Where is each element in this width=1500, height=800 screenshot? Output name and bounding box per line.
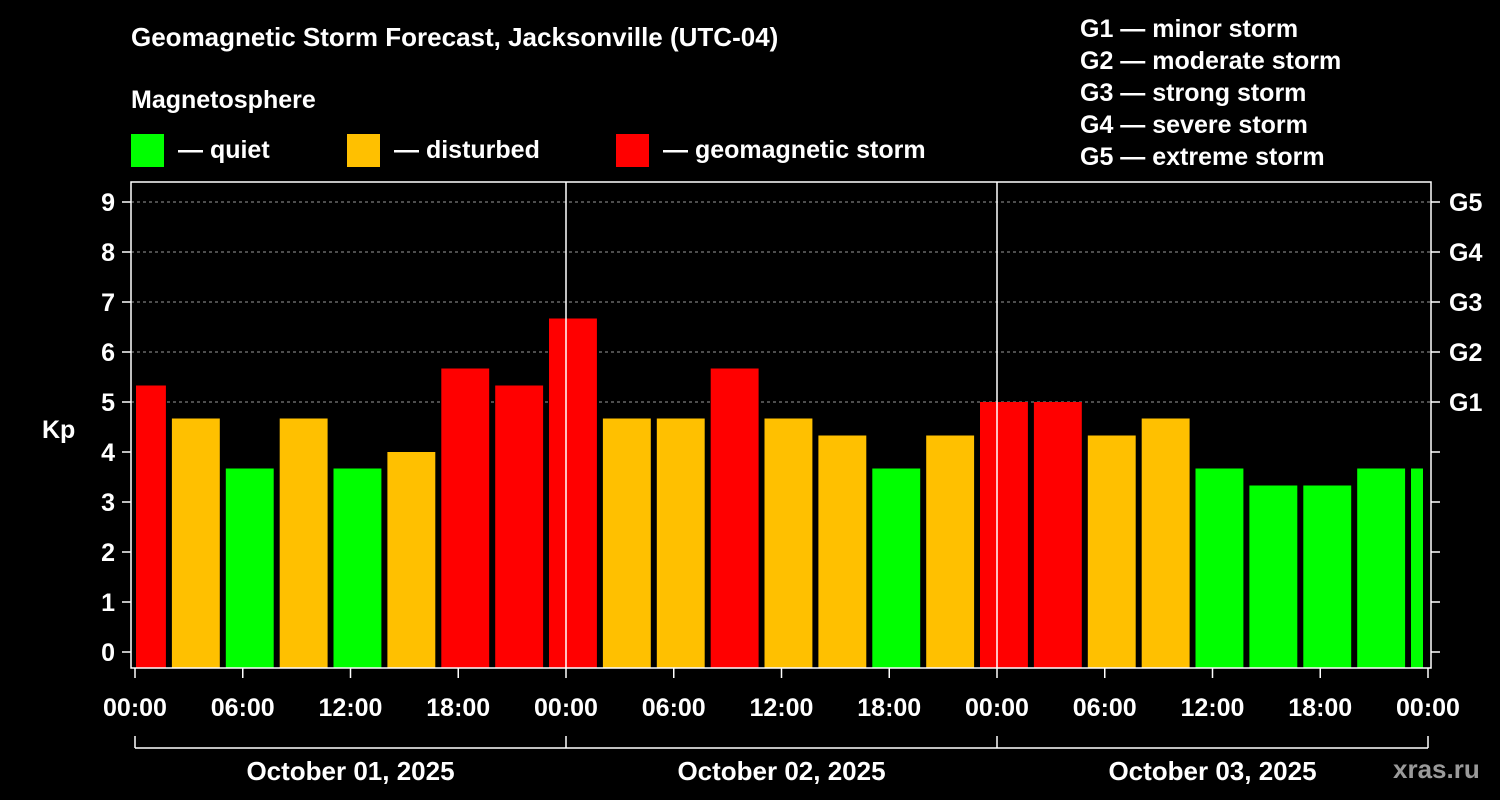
g-label-g1: G1 (1449, 389, 1482, 417)
kp-bar-9 (602, 418, 651, 668)
x-tick-label-3: 18:00 (426, 694, 490, 722)
quiet-swatch (131, 133, 164, 167)
x-tick-label-8: 00:00 (965, 694, 1029, 722)
x-tick-label-2: 12:00 (319, 694, 383, 722)
legend-quiet: — quiet (131, 133, 270, 167)
kp-bar-3 (279, 418, 328, 668)
x-tick-label-5: 06:00 (642, 694, 706, 722)
x-tick-label-1: 06:00 (211, 694, 275, 722)
legend-disturbed: — disturbed (347, 133, 540, 167)
g-label-g5: G5 (1449, 189, 1482, 217)
x-tick-label-9: 06:00 (1073, 694, 1137, 722)
x-tick-label-6: 12:00 (750, 694, 814, 722)
kp-bar-22 (1303, 485, 1352, 668)
g-label-g4: G4 (1449, 239, 1482, 267)
storm-level-g1: G1 — minor storm (1080, 15, 1299, 43)
x-tick-label-4: 00:00 (534, 694, 598, 722)
date-label-1: October 02, 2025 (677, 756, 885, 786)
kp-bar-18 (1087, 435, 1136, 668)
kp-bar-23 (1357, 468, 1406, 668)
g-label-g2: G2 (1449, 339, 1482, 367)
kp-bar-5 (387, 452, 436, 668)
y-tick-label-4: 4 (101, 439, 115, 467)
legend-quiet-label: — quiet (178, 135, 270, 164)
kp-bar-21 (1249, 485, 1298, 668)
y-tick-label-9: 9 (101, 189, 115, 217)
y-axis-title: Kp (42, 416, 75, 444)
x-tick-label-11: 18:00 (1288, 694, 1352, 722)
x-tick-label-12: 00:00 (1396, 694, 1460, 722)
g-label-g3: G3 (1449, 289, 1482, 317)
y-tick-label-1: 1 (101, 589, 115, 617)
kp-bar-12 (764, 418, 813, 668)
legend-storm: — geomagnetic storm (616, 133, 926, 167)
y-tick-label-8: 8 (101, 239, 115, 267)
kp-bar-20 (1195, 468, 1244, 668)
kp-bar-10 (656, 418, 705, 668)
storm-swatch (616, 133, 649, 167)
storm-level-g2: G2 — moderate storm (1080, 47, 1342, 75)
x-tick-label-10: 12:00 (1181, 694, 1245, 722)
storm-level-legend: G1 — minor storm G2 — moderate storm G3 … (1080, 13, 1341, 173)
date-label-0: October 01, 2025 (246, 756, 454, 786)
kp-bar-13 (818, 435, 867, 668)
kp-bar-6 (441, 368, 490, 668)
kp-bar-0 (136, 385, 166, 668)
kp-bar-4 (333, 468, 382, 668)
watermark: xras.ru (1393, 754, 1480, 784)
storm-level-g4: G4 — severe storm (1080, 111, 1308, 139)
chart-title: Geomagnetic Storm Forecast, Jacksonville… (131, 22, 779, 52)
storm-level-g3: G3 — strong storm (1080, 79, 1307, 107)
x-tick-label-0: 00:00 (103, 694, 167, 722)
kp-bar-1 (171, 418, 220, 668)
kp-bar-8 (549, 318, 597, 668)
y-tick-label-3: 3 (101, 489, 115, 517)
y-tick-label-6: 6 (101, 339, 115, 367)
date-label-2: October 03, 2025 (1108, 756, 1316, 786)
kp-bar-16 (980, 402, 1028, 668)
y-tick-label-5: 5 (101, 389, 115, 417)
y-tick-label-7: 7 (101, 289, 115, 317)
kp-bar-15 (926, 435, 975, 668)
disturbed-swatch (347, 133, 380, 167)
y-tick-label-0: 0 (101, 639, 115, 667)
kp-bar-14 (872, 468, 921, 668)
kp-bar-7 (495, 385, 544, 668)
kp-bar-24 (1411, 468, 1423, 668)
axis-labels: 0 1 2 3 4 5 6 7 8 9 G1 G2 G3 G4 G5 Kp 00:00 06:00 12:00 18:… (42, 189, 1482, 786)
y-tick-label-2: 2 (101, 539, 115, 567)
kp-bar-2 (225, 468, 274, 668)
bars (136, 318, 1423, 668)
legend-disturbed-label: — disturbed (394, 135, 540, 164)
kp-bar-19 (1141, 418, 1190, 668)
x-tick-label-7: 18:00 (857, 694, 921, 722)
kp-bar-11 (710, 368, 759, 668)
grid-lines (131, 201, 1431, 403)
storm-level-g5: G5 — extreme storm (1080, 143, 1325, 171)
legend-storm-label: — geomagnetic storm (663, 135, 926, 164)
kp-bar-17 (1033, 402, 1082, 668)
magnetosphere-heading: Magnetosphere (131, 86, 316, 114)
plot-frame (122, 181, 1440, 749)
